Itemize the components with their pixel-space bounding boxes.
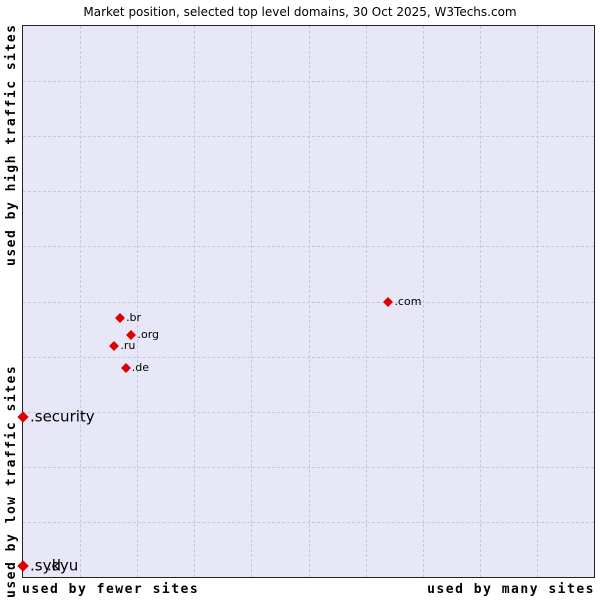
y-axis-label-low-traffic: used by low traffic sites: [4, 364, 19, 598]
plot-area: .com .br .org .ru .de .security .syd .kyu: [17, 25, 595, 578]
point-label[interactable]: .kyu: [47, 556, 79, 575]
grid-layer: [23, 26, 594, 577]
point-label[interactable]: .de: [131, 360, 150, 374]
point-label[interactable]: .br: [126, 311, 142, 325]
chart-title: Market position, selected top level doma…: [83, 5, 517, 19]
point-label[interactable]: .org: [137, 327, 160, 341]
x-axis-label-fewer-sites: used by fewer sites: [22, 582, 200, 597]
diamond-marker-icon: [17, 560, 29, 572]
point-label[interactable]: .com: [394, 294, 422, 308]
diamond-marker-icon: [17, 411, 29, 423]
point-label[interactable]: .syd: [30, 556, 61, 575]
grid-hline: [23, 356, 594, 358]
diamond-marker-icon: [120, 362, 131, 373]
grid-vline: [365, 26, 367, 577]
diamond-marker-icon: [109, 340, 120, 351]
grid-hline: [23, 301, 594, 303]
diamond-marker-icon: [383, 296, 394, 307]
point-label[interactable]: .security: [30, 407, 95, 426]
grid-hline: [23, 466, 594, 468]
grid-vline: [479, 26, 481, 577]
grid-vline: [536, 26, 538, 577]
grid-vline: [422, 26, 424, 577]
x-axis-label-many-sites: used by many sites: [427, 582, 595, 597]
points-layer: .com .br .org .ru .de .security .syd .kyu: [17, 26, 594, 577]
grid-hline: [23, 521, 594, 523]
diamond-marker-icon: [115, 313, 126, 323]
point-label[interactable]: .ru: [120, 338, 136, 352]
grid-hline: [23, 411, 594, 413]
y-axis-label-high-traffic: used by high traffic sites: [4, 23, 19, 267]
